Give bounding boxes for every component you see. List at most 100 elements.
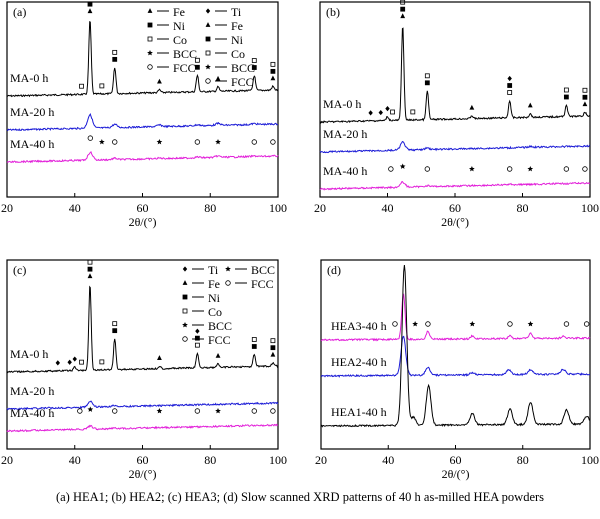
fcc-circle-marker — [424, 166, 431, 172]
series-line — [6, 423, 279, 433]
panel-label: (c) — [13, 263, 26, 277]
x-tick-label: 80 — [204, 201, 216, 215]
fcc-circle-marker — [87, 135, 94, 141]
ni-square-marker — [563, 94, 569, 100]
x-tick-label: 60 — [449, 201, 461, 215]
fe-triangle-marker — [270, 75, 276, 81]
ni-square-marker — [194, 64, 200, 70]
ti-diamond-marker — [368, 110, 373, 116]
fe-triangle-marker — [157, 78, 162, 84]
series-line — [319, 181, 591, 191]
co-square-marker — [147, 36, 153, 42]
legend-entry: FCC — [251, 277, 274, 291]
legend-entry: Ni — [231, 33, 244, 47]
series-line — [6, 112, 279, 132]
co-square-marker — [251, 58, 257, 63]
co-square-marker — [79, 83, 84, 89]
co-square-marker — [507, 90, 513, 95]
ti-diamond-marker — [67, 359, 72, 365]
bcc-star-marker — [205, 64, 211, 70]
bcc-star-marker — [469, 321, 476, 327]
series-label: MA-0 h — [10, 347, 48, 361]
x-tick-label: 40 — [69, 453, 81, 467]
fcc-circle-marker — [112, 139, 118, 145]
fcc-circle-marker — [147, 64, 153, 70]
bcc-star-marker — [147, 50, 153, 56]
x-tick-label: 20 — [1, 453, 13, 467]
fcc-circle-marker — [392, 321, 398, 327]
legend-entry: Ni — [208, 291, 221, 305]
series-label: MA-40 h — [10, 406, 54, 420]
fe-triangle-marker — [469, 104, 475, 110]
fcc-circle-marker — [112, 408, 118, 414]
series-label: MA-20 h — [10, 105, 54, 119]
ti-diamond-marker — [378, 109, 383, 116]
bcc-star-marker — [99, 139, 105, 145]
ti-diamond-marker — [55, 360, 61, 366]
co-square-marker — [251, 337, 257, 342]
series-label: HEA2-40 h — [331, 355, 387, 369]
fe-triangle-marker — [87, 273, 93, 279]
series-label: MA-40 h — [323, 164, 367, 178]
x-tick-label: 80 — [204, 453, 216, 467]
ti-diamond-marker — [205, 8, 211, 14]
series-line — [6, 21, 279, 98]
co-square-marker — [99, 83, 105, 89]
ni-square-marker — [147, 22, 153, 28]
panel-label: (d) — [327, 263, 341, 277]
series-line — [319, 27, 591, 124]
x-axis-label: 2θ/(°) — [442, 467, 470, 481]
ni-square-marker — [194, 335, 200, 341]
fcc-circle-marker — [563, 166, 570, 172]
ti-diamond-marker — [72, 356, 77, 362]
bcc-star-marker — [225, 266, 231, 272]
legend-entry: Fe — [173, 5, 185, 19]
series-line — [319, 141, 591, 154]
co-square-marker — [79, 359, 84, 365]
x-tick-label: 20 — [1, 201, 13, 215]
x-tick-label: 100 — [581, 201, 599, 215]
fcc-circle-marker — [582, 166, 588, 172]
legend-entry: Co — [173, 33, 187, 47]
co-square-marker — [87, 259, 93, 265]
bcc-star-marker — [156, 408, 163, 414]
legend-entry: Fe — [231, 19, 243, 33]
co-square-marker — [410, 109, 416, 115]
fcc-circle-marker — [194, 408, 201, 414]
ni-square-marker — [112, 328, 118, 334]
fcc-circle-marker — [194, 139, 201, 145]
x-tick-label: 100 — [269, 453, 287, 467]
series-label: HEA3-40 h — [331, 319, 387, 333]
bcc-star-marker — [215, 139, 221, 145]
series-label: MA-40 h — [10, 137, 54, 151]
ni-square-marker — [270, 345, 276, 351]
x-tick-label: 20 — [314, 201, 326, 215]
x-axis-label: 2θ/(°) — [129, 215, 157, 229]
series-label: MA-20 h — [10, 384, 54, 398]
x-tick-label: 80 — [517, 453, 529, 467]
ni-square-marker — [270, 68, 276, 74]
series-line — [6, 400, 279, 411]
bcc-star-marker — [527, 166, 534, 172]
legend-entry: FCC — [173, 61, 196, 75]
co-square-marker — [194, 57, 200, 63]
fcc-circle-marker — [77, 408, 83, 414]
series-label: HEA1-40 h — [331, 405, 387, 419]
legend-entry: Ni — [173, 19, 186, 33]
series-label: MA-20 h — [323, 127, 367, 141]
bcc-star-marker — [87, 406, 94, 412]
ni-square-marker — [205, 36, 211, 42]
legend-entry: BCC — [208, 319, 232, 333]
x-tick-label: 20 — [315, 453, 327, 467]
bcc-star-marker — [469, 166, 475, 172]
ti-diamond-marker — [385, 106, 390, 112]
co-square-marker — [112, 321, 118, 327]
fe-triangle-marker — [87, 8, 93, 14]
co-square-marker — [270, 61, 276, 67]
bcc-star-marker — [412, 321, 418, 327]
ni-square-marker — [507, 83, 513, 88]
ni-square-marker — [182, 294, 188, 300]
